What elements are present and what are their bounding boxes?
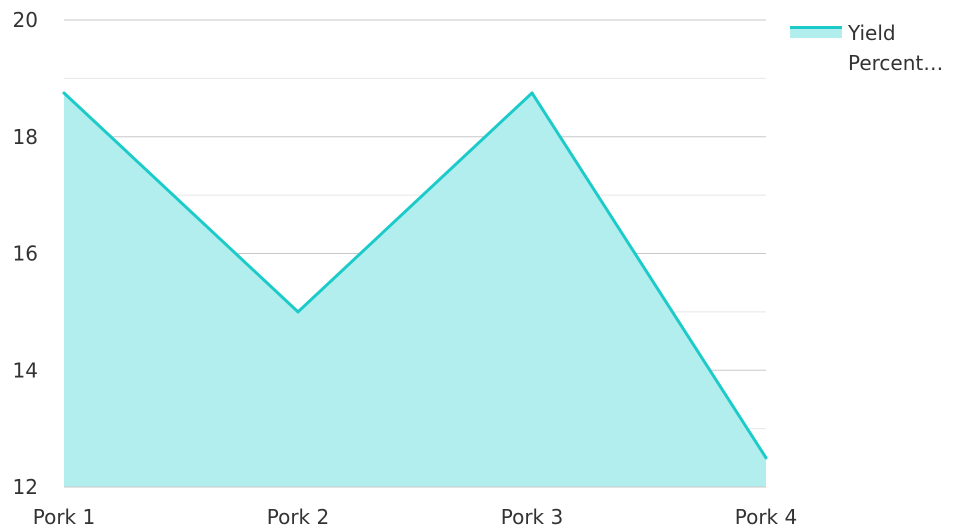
x-tick-label: Pork 2 <box>267 505 329 526</box>
legend: Yield Percent… <box>790 18 960 78</box>
y-tick-label: 18 <box>13 125 38 149</box>
x-tick-label: Pork 1 <box>33 505 95 526</box>
data-point <box>296 310 300 314</box>
series-area <box>64 92 766 487</box>
legend-swatch-line <box>790 26 842 29</box>
y-tick-label: 20 <box>13 8 38 32</box>
data-point <box>764 456 768 460</box>
x-tick-label: Pork 3 <box>501 505 563 526</box>
x-tick-label: Pork 4 <box>735 505 797 526</box>
series-line <box>62 91 768 459</box>
y-tick-label: 12 <box>13 475 38 499</box>
data-point <box>530 91 534 95</box>
legend-label: Yield Percent… <box>848 21 944 75</box>
data-point <box>62 91 66 95</box>
y-tick-label: 16 <box>13 242 38 266</box>
legend-swatch-fill <box>790 28 842 38</box>
legend-swatch <box>790 20 842 42</box>
y-tick-label: 14 <box>13 358 38 382</box>
